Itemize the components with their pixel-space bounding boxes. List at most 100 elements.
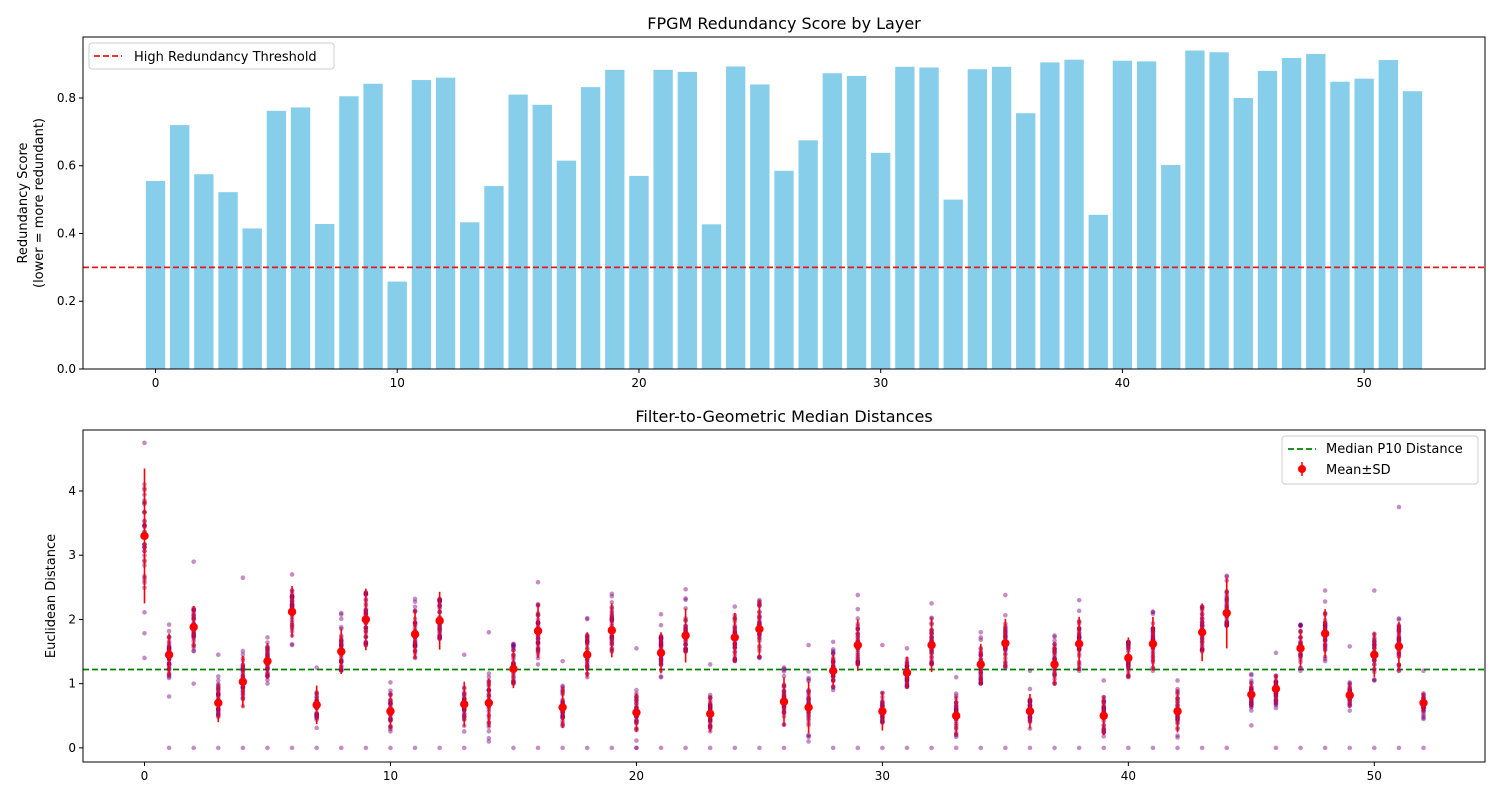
distance-point — [1322, 656, 1328, 662]
distance-point — [1273, 705, 1279, 711]
distance-point — [1298, 623, 1303, 628]
redundancy-bar — [1064, 59, 1084, 369]
x-tick-label: 10 — [383, 769, 398, 783]
distance-outlier-point — [978, 745, 984, 751]
distance-outlier-point — [1396, 745, 1402, 751]
distance-point — [1298, 623, 1303, 628]
mean-marker — [287, 607, 297, 616]
redundancy-bar — [846, 75, 867, 370]
distance-point — [634, 738, 639, 743]
mean-marker — [1050, 660, 1059, 669]
distance-point — [486, 735, 492, 741]
distance-point — [830, 685, 836, 690]
redundancy-bar — [1402, 91, 1423, 370]
x-tick-label: 50 — [1356, 376, 1371, 390]
distance-point — [486, 739, 492, 744]
distance-point — [1003, 612, 1008, 618]
distance-point — [240, 648, 246, 654]
distance-point — [1273, 701, 1279, 706]
distance-point — [1175, 686, 1180, 692]
redundancy-bar — [1136, 61, 1157, 369]
distance-point — [511, 641, 516, 647]
distance-chart: Filter-to-Geometric Median Distances Euc… — [44, 407, 1486, 783]
distance-point — [1347, 644, 1353, 649]
distance-outlier-point — [1347, 745, 1353, 751]
mean-marker — [927, 640, 936, 650]
distance-point — [978, 637, 984, 643]
mean-marker — [1271, 684, 1281, 693]
distance-point — [412, 599, 418, 605]
distance-outlier-point — [363, 745, 369, 751]
redundancy-bar — [774, 170, 794, 369]
redundancy-bar — [242, 228, 262, 369]
redundancy-bar — [508, 94, 528, 370]
mean-marker — [189, 622, 198, 632]
redundancy-bar — [460, 222, 480, 369]
distance-outlier-point — [289, 745, 295, 751]
distance-point — [830, 639, 836, 645]
distance-point — [1396, 504, 1402, 510]
distance-point — [683, 597, 688, 603]
mean-marker — [558, 703, 567, 712]
distance-point — [166, 694, 172, 699]
distance-point — [511, 644, 516, 649]
redundancy-bar — [145, 180, 166, 369]
distance-point — [142, 440, 147, 446]
distance-point — [215, 652, 221, 658]
distance-point — [806, 642, 811, 648]
distance-outlier-point — [1003, 745, 1008, 751]
distance-point — [461, 745, 467, 751]
redundancy-bar — [580, 87, 601, 369]
distance-point — [388, 680, 393, 685]
distance-outlier-point — [511, 745, 516, 751]
mean-marker — [1296, 644, 1305, 653]
mean-marker — [484, 698, 494, 708]
redundancy-bar — [363, 83, 383, 369]
redundancy-bar — [1281, 58, 1302, 369]
mean-marker — [263, 656, 272, 666]
distance-point — [535, 579, 541, 585]
redundancy-bar — [290, 107, 311, 370]
redundancy-y-label-line1: Redundancy Score — [16, 142, 31, 263]
distance-point — [1052, 634, 1057, 640]
distance-point — [978, 629, 984, 635]
distance-point — [560, 745, 565, 751]
redundancy-bar — [411, 80, 432, 370]
redundancy-bar — [339, 96, 359, 370]
distance-point — [1249, 708, 1254, 713]
distance-point — [634, 646, 639, 651]
distance-point — [265, 640, 270, 645]
distance-point — [830, 687, 836, 693]
distance-point — [1298, 665, 1303, 671]
mean-marker — [1074, 639, 1084, 649]
distance-point — [658, 622, 664, 628]
distance-point — [806, 669, 811, 674]
distance-point — [1347, 680, 1353, 685]
distance-point — [1298, 622, 1303, 627]
redundancy-bar — [1112, 60, 1133, 369]
y-tick-label: 0.6 — [57, 159, 76, 173]
distance-point — [830, 651, 836, 657]
distance-point — [1101, 745, 1107, 751]
redundancy-bar — [1330, 81, 1350, 369]
distance-point — [584, 615, 590, 621]
distance-outlier-point — [1052, 745, 1057, 751]
mean-marker — [1247, 690, 1256, 699]
distance-point — [142, 610, 147, 615]
redundancy-x-ticks: 0 10 20 30 40 50 — [152, 369, 1372, 390]
redundancy-bar — [991, 66, 1012, 369]
distance-outlier-point — [1224, 745, 1230, 751]
distance-point — [1273, 650, 1279, 656]
distance-point — [609, 593, 615, 599]
redundancy-bar — [387, 281, 407, 369]
distance-point — [1322, 658, 1328, 664]
distance-point — [1249, 704, 1254, 710]
mean-marker — [1419, 698, 1428, 708]
mean-marker — [706, 709, 715, 719]
distance-point — [953, 693, 959, 699]
distance-point — [806, 733, 811, 738]
distance-point — [1150, 609, 1156, 615]
distance-point — [830, 648, 836, 654]
redundancy-bar — [798, 140, 818, 369]
mean-marker — [1394, 642, 1404, 651]
